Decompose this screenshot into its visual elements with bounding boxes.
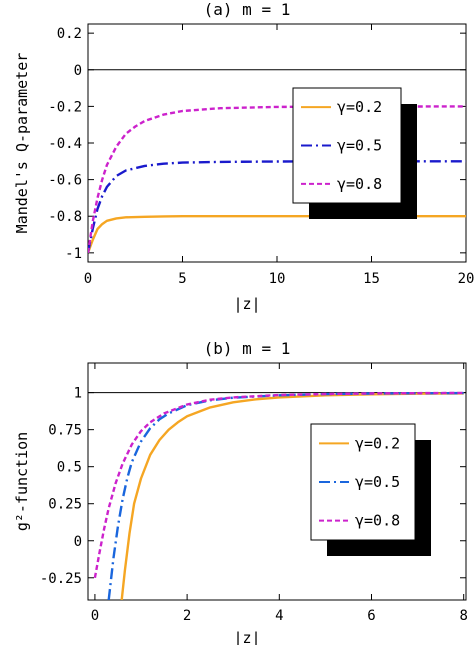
y-tick-label: 0.75 (48, 423, 82, 439)
panel-a: (a) m = 1 0 5 10 15 20 -1 -0.8 -0.6 -0.4 -0.2 0 0.2 |… (13, 0, 474, 313)
y-axis-label: Mandel's Q-parameter (13, 53, 31, 234)
series-group (93, 391, 464, 600)
y-tick-label: -0.8 (48, 209, 82, 225)
series-line-2 (107, 391, 464, 600)
y-tick-label: -0.4 (48, 136, 82, 152)
y-tick-label: 0.2 (57, 26, 82, 42)
x-tick-label: 2 (183, 608, 191, 624)
x-axis-label: |z| (233, 295, 260, 313)
y-tick-label: 0.25 (48, 497, 82, 513)
y-tick-label: 0 (74, 534, 82, 550)
plot-frame (87, 362, 467, 601)
x-tick-label: 20 (458, 271, 474, 287)
chart-title: (b) m = 1 (204, 339, 291, 358)
y-tick-label: -0.25 (40, 571, 82, 587)
legend-label-1: γ=0.2 (337, 98, 382, 116)
x-tick-label: 8 (459, 608, 467, 624)
y-tick-label: -1 (65, 246, 82, 262)
series-line-1 (120, 392, 464, 600)
legend: γ=0.2 γ=0.5 γ=0.8 (310, 423, 431, 556)
x-tick-label: 15 (363, 271, 380, 287)
x-tick-label: 0 (91, 608, 99, 624)
y-tick-label: 1 (74, 386, 82, 402)
y-tick-label: 0 (74, 63, 82, 79)
x-tick-label: 10 (269, 271, 286, 287)
x-axis-label: |z| (233, 629, 260, 645)
y-axis-label: g²-function (13, 432, 31, 531)
legend-label-3: γ=0.8 (355, 512, 400, 530)
series-line-3 (88, 105, 466, 253)
y-tick-label: -0.2 (48, 99, 82, 115)
legend-label-2: γ=0.5 (355, 473, 400, 491)
legend: γ=0.2 γ=0.5 γ=0.8 (292, 87, 417, 219)
legend-label-2: γ=0.5 (337, 137, 382, 155)
legend-label-1: γ=0.2 (355, 434, 400, 452)
panel-b: (b) m = 1 0 2 4 6 8 -0.25 0 0.25 0.5 0.75 1 |z| g²-fu… (13, 339, 468, 645)
x-tick-label: 6 (367, 608, 375, 624)
x-tick-label: 5 (178, 271, 186, 287)
y-tick-label: -0.6 (48, 173, 82, 189)
chart-title: (a) m = 1 (204, 0, 291, 19)
x-tick-label: 4 (275, 608, 283, 624)
series-line-1 (88, 214, 466, 254)
legend-label-3: γ=0.8 (337, 175, 382, 193)
y-tick-label: 0.5 (57, 460, 82, 476)
x-tick-label: 0 (84, 271, 92, 287)
series-line-2 (88, 160, 466, 254)
series-group (88, 105, 466, 254)
